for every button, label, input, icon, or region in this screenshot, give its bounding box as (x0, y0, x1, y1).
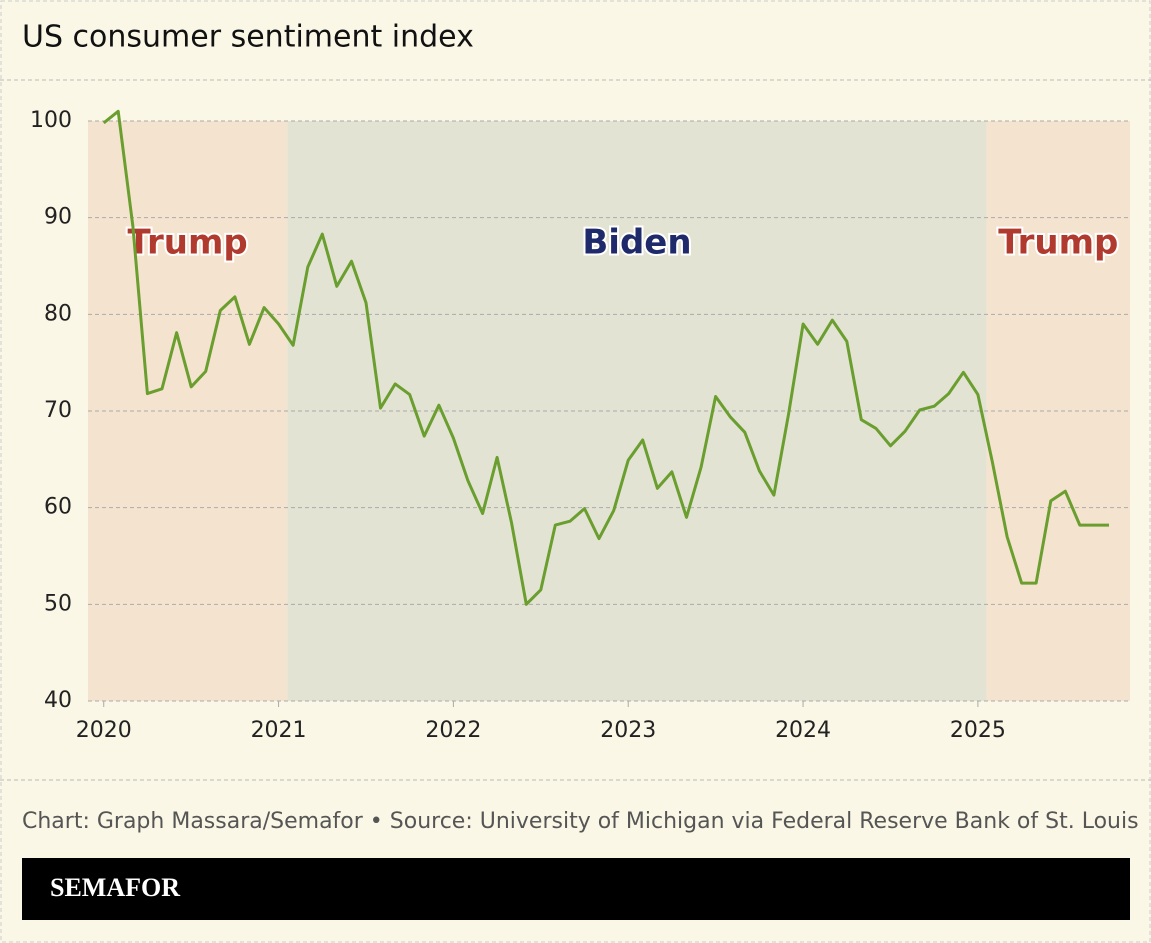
x-tick-label: 2020 (76, 718, 132, 743)
y-tick-label: 90 (44, 205, 72, 230)
x-tick-label: 2024 (775, 718, 831, 743)
source-note: Chart: Graph Massara/Semafor • Source: U… (22, 809, 1139, 834)
plot-area: Trump Biden Trump 40 50 60 70 80 90 100 2020 2021 20… (30, 108, 1130, 743)
y-tick-label: 50 (44, 591, 72, 616)
region-label: Trump (998, 223, 1118, 263)
y-tick-label: 70 (44, 398, 72, 423)
y-tick-label: 40 (44, 688, 72, 713)
x-tick-label: 2022 (425, 718, 481, 743)
region-label: Trump (128, 223, 248, 263)
chart-title: US consumer sentiment index (22, 20, 474, 55)
brand: SEMAFOR (50, 873, 180, 902)
y-tick-label: 100 (30, 108, 72, 133)
x-tick-label: 2025 (950, 718, 1006, 743)
brand-bar (22, 858, 1130, 920)
y-tick-label: 80 (44, 301, 72, 326)
region-label: Biden (582, 223, 691, 263)
x-tick-label: 2021 (251, 718, 307, 743)
x-tick-label: 2023 (600, 718, 656, 743)
line (102, 109, 1109, 606)
y-tick-label: 60 (44, 495, 72, 520)
